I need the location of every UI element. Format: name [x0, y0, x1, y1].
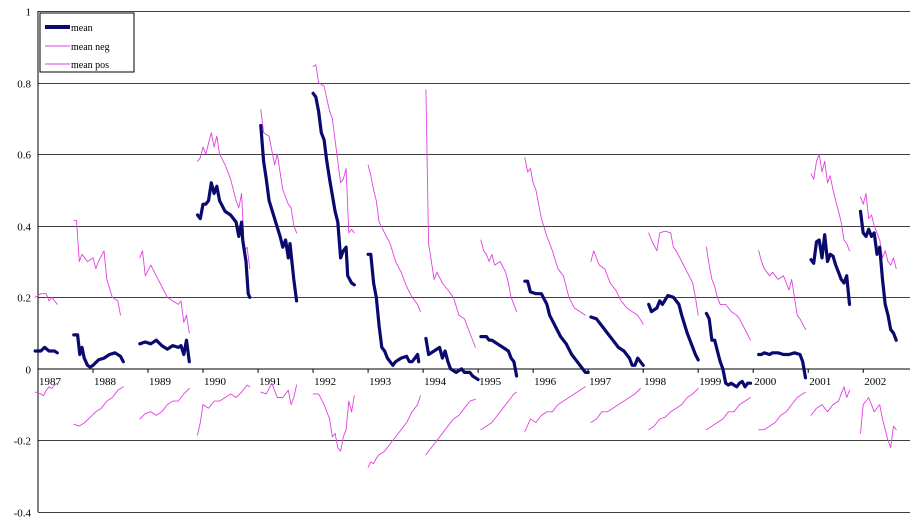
- x-tick-label: 1997: [589, 376, 612, 388]
- x-tick-label: 1996: [534, 376, 557, 388]
- x-tick-label: 1995: [479, 376, 502, 388]
- series-line-mean: [523, 279, 590, 374]
- series-line-mean-neg: [590, 388, 641, 423]
- legend-box: [39, 12, 135, 73]
- legend-label-mean: mean: [71, 23, 93, 34]
- gridlines: [38, 11, 910, 513]
- series-line-mean-neg: [367, 395, 421, 468]
- y-tick-label: 0.8: [17, 79, 31, 91]
- x-tick-label: 1994: [424, 376, 447, 388]
- series-line-mean-pos: [810, 153, 850, 252]
- series-line-mean-pos: [648, 230, 699, 316]
- series-line-mean: [311, 91, 356, 287]
- y-tick-labels: 1 0.8 0.6 0.4 0.2 0 -0.2 -0.4: [14, 7, 32, 520]
- series-mean: [33, 91, 898, 389]
- series-line-mean: [195, 181, 252, 299]
- series-line-mean-pos: [73, 219, 121, 316]
- series-line-mean: [809, 233, 852, 306]
- axes: [37, 11, 910, 512]
- series-line-mean: [704, 311, 753, 389]
- series-line-mean-pos: [425, 89, 476, 348]
- y-tick-label: -0.2: [14, 436, 31, 448]
- x-tick-label: 1992: [314, 376, 336, 388]
- series-line-mean-neg: [260, 382, 298, 406]
- x-tick-label: 1988: [94, 376, 117, 388]
- y-tick-label: 0.2: [17, 293, 31, 305]
- series-line-mean-pos: [758, 250, 806, 330]
- series-line-mean: [72, 333, 125, 369]
- series-line-mean-neg: [705, 397, 751, 431]
- series-line-mean-pos: [197, 132, 251, 270]
- series-line-mean: [424, 336, 480, 382]
- series-line-mean-neg: [480, 391, 518, 431]
- series-line-mean-pos: [367, 164, 421, 313]
- y-tick-label: 0.6: [17, 150, 31, 162]
- x-tick-label: 2000: [754, 376, 777, 388]
- series-mean-pos: [34, 64, 897, 348]
- y-tick-label: 1: [26, 7, 32, 19]
- series-line-mean-pos: [260, 108, 298, 234]
- x-tick-label: 2002: [864, 376, 886, 388]
- x-tick-label: 1993: [369, 376, 392, 388]
- series-line-mean-neg: [425, 398, 476, 456]
- series-line-mean-neg: [810, 386, 850, 416]
- series-line-mean-neg: [524, 386, 586, 432]
- x-tick-labels: 1987 1988 1989 1990 1991 1992 1993 1994 1995 1996…: [37, 368, 886, 388]
- series-line-mean-neg: [758, 391, 806, 431]
- series-line-mean: [479, 335, 519, 378]
- series-line-mean-neg: [312, 393, 355, 452]
- series-line-mean-pos: [480, 239, 518, 313]
- x-tick-label: 2001: [809, 376, 831, 388]
- x-tick-label: 1991: [259, 376, 281, 388]
- series-line-mean-neg: [648, 388, 699, 431]
- x-tick-label: 1990: [204, 376, 227, 388]
- x-tick-label: 1989: [149, 376, 172, 388]
- series-line-mean: [858, 209, 898, 342]
- series-line-mean-pos: [34, 293, 58, 305]
- series-line-mean: [33, 345, 59, 355]
- series-line-mean-pos: [590, 250, 644, 325]
- x-tick-label: 1987: [39, 376, 62, 388]
- series-line-mean: [647, 293, 700, 362]
- series-line-mean: [366, 252, 421, 367]
- series-line-mean-neg: [197, 384, 251, 436]
- series-line-mean-pos: [860, 193, 897, 270]
- series-line-mean-neg: [34, 382, 58, 397]
- series-line-mean-pos: [139, 250, 190, 334]
- series-line-mean-neg: [73, 386, 124, 427]
- series-line-mean-pos: [705, 246, 751, 341]
- series-line-mean-neg: [860, 397, 897, 449]
- series-line-mean-pos: [312, 64, 355, 234]
- series-line-mean: [138, 338, 191, 364]
- series-line-mean: [757, 351, 808, 380]
- y-tick-label: 0: [26, 365, 32, 377]
- legend-label-mean-neg: mean neg: [71, 42, 110, 53]
- series-line-mean-pos: [524, 157, 586, 316]
- series-lines: [33, 64, 898, 468]
- series-mean-neg: [34, 382, 897, 468]
- series-line-mean: [259, 123, 299, 303]
- legend-label-mean-pos: mean pos: [71, 60, 109, 71]
- series-line-mean-neg: [139, 388, 190, 420]
- series-line-mean: [589, 315, 645, 367]
- x-tick-label: 1999: [699, 376, 722, 388]
- legend: mean mean neg mean pos: [39, 12, 135, 73]
- x-tick-label: 1998: [644, 376, 667, 388]
- y-tick-label: 0.4: [17, 222, 31, 234]
- y-tick-label: -0.4: [14, 508, 32, 520]
